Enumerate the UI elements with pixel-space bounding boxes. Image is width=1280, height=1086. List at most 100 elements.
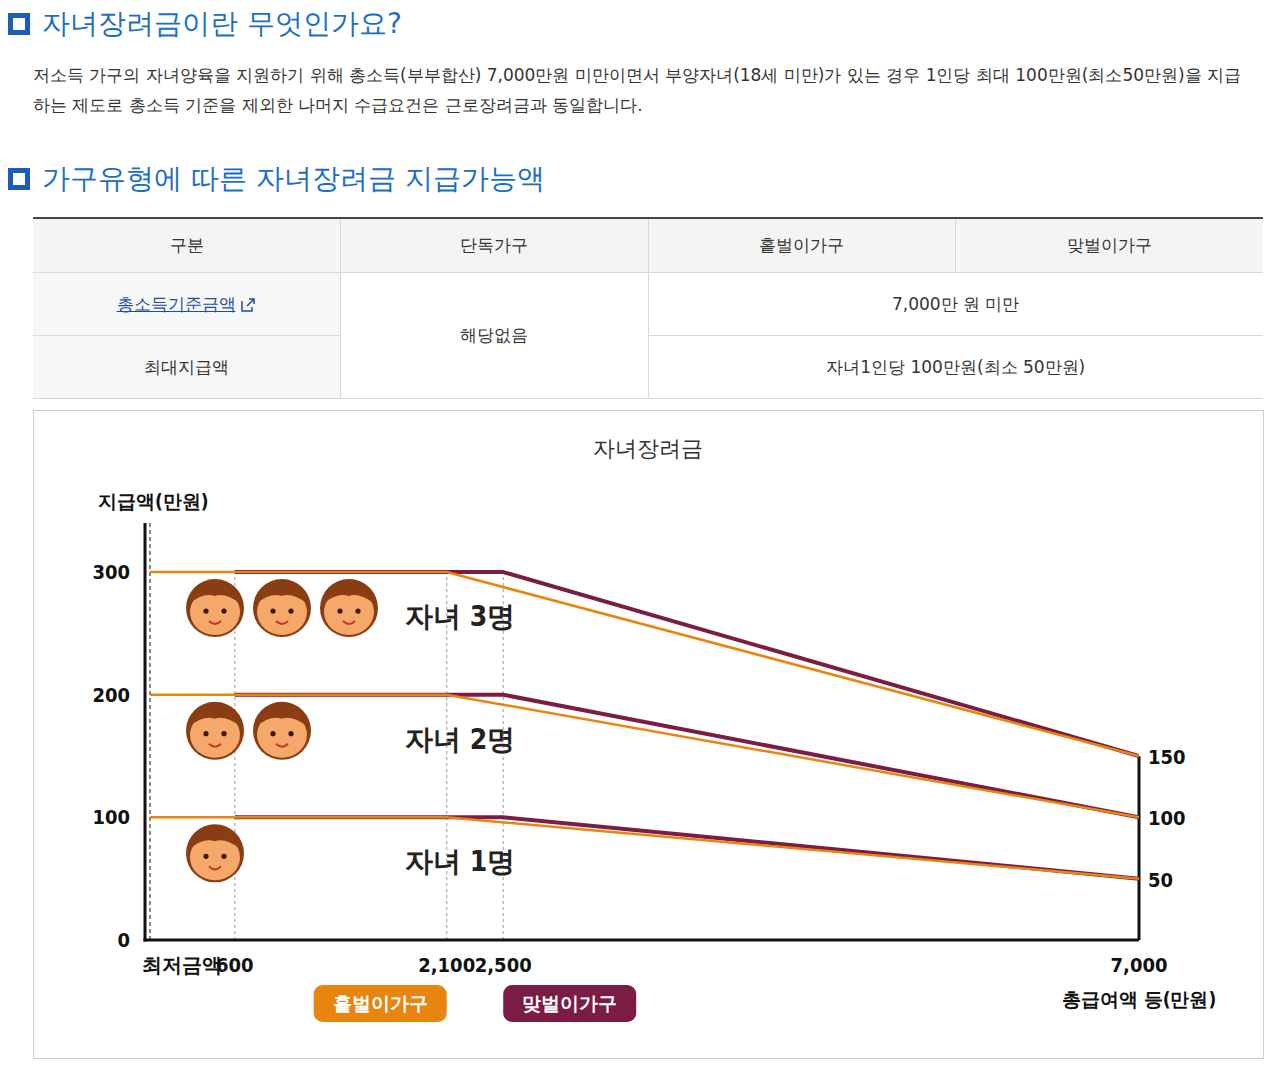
header-cell: 단독가구 <box>341 218 649 273</box>
end-label: 50 <box>1148 868 1173 892</box>
x-axis-title: 총급여액 등(만원) <box>1062 988 1217 1010</box>
mouth <box>276 744 288 747</box>
eye <box>288 731 293 736</box>
eye <box>288 608 293 613</box>
hair <box>320 579 378 637</box>
child-face <box>186 824 244 882</box>
eye <box>221 608 226 613</box>
x-tick-label: 2,500 <box>475 953 532 977</box>
icon-part <box>247 299 254 306</box>
row-label: 최대지급액 <box>33 336 341 399</box>
x-tick-label: 7,000 <box>1111 953 1168 977</box>
badge-box <box>503 985 636 1022</box>
hair <box>253 702 311 760</box>
single-cell: 해당없음 <box>341 273 649 399</box>
y-axis <box>144 523 147 942</box>
header-row: 구분단독가구홑벌이가구맞벌이가구 <box>33 218 1263 273</box>
eye <box>270 608 275 613</box>
series-line <box>235 572 1139 756</box>
eye <box>221 854 226 859</box>
x-tick-label: 600 <box>216 953 254 977</box>
series-line <box>235 695 1139 818</box>
child-face <box>320 579 378 637</box>
child-face <box>186 579 244 637</box>
value-cell: 7,000만 원 미만 <box>648 273 1263 336</box>
x-tick-label: 2,100 <box>418 953 475 977</box>
hair-top <box>189 711 241 727</box>
hair-top <box>256 588 308 604</box>
table: 구분단독가구홑벌이가구맞벌이가구총소득기준금액해당없음7,000만 원 미만최대… <box>33 217 1263 399</box>
grid-line <box>149 523 151 940</box>
y-axis-title: 지급액(만원) <box>98 490 209 512</box>
y-tick-label: 300 <box>92 560 130 584</box>
hair-top <box>256 711 308 727</box>
table-row: 최대지급액 자녀1인당 100만원(최소 50만원) <box>33 336 1263 399</box>
eye <box>203 854 208 859</box>
plot-area <box>150 572 1139 879</box>
legend-label: 홑벌이가구 <box>333 992 428 1014</box>
header-cell: 맞벌이가구 <box>956 218 1264 273</box>
heading-icon <box>8 13 30 35</box>
x-axis <box>144 939 1140 942</box>
hair <box>186 824 244 882</box>
y-tick-label: 200 <box>92 683 130 707</box>
badge-box <box>314 985 447 1022</box>
skin <box>257 589 307 635</box>
eye <box>203 608 208 613</box>
child-face <box>253 702 311 760</box>
group-label: 자녀 3명 <box>405 600 515 633</box>
mouth <box>343 621 355 624</box>
grid-line <box>1138 756 1141 940</box>
chart-title: 자녀장려금 <box>593 436 703 461</box>
row-label: 총소득기준금액 <box>33 273 341 336</box>
skin <box>190 834 240 880</box>
x-tick-label: 최저금액 <box>142 953 222 977</box>
value-cell: 자녀1인당 100만원(최소 50만원) <box>648 336 1263 399</box>
table-row: 총소득기준금액해당없음7,000만 원 미만 <box>33 273 1263 336</box>
table-head: 구분단독가구홑벌이가구맞벌이가구 <box>33 218 1263 273</box>
child-face <box>253 579 311 637</box>
section-heading: 자녀장려금이란 무엇인가요? <box>8 5 402 43</box>
eye <box>221 731 226 736</box>
link[interactable]: 총소득기준금액 <box>117 294 236 314</box>
series-line <box>235 817 1139 878</box>
mouth <box>209 621 221 624</box>
mouth <box>276 621 288 624</box>
skin <box>190 712 240 758</box>
table-body: 총소득기준금액해당없음7,000만 원 미만최대지급액자녀1인당 100만원(최… <box>33 273 1263 399</box>
legend-badge: 홑벌이가구 <box>314 985 447 1022</box>
legend-label: 맞벌이가구 <box>522 992 617 1014</box>
eye <box>337 608 342 613</box>
hair-top <box>189 588 241 604</box>
mouth <box>209 866 221 869</box>
eye <box>203 731 208 736</box>
hair-top <box>323 588 375 604</box>
eye <box>270 731 275 736</box>
header-cell: 홑벌이가구 <box>648 218 956 273</box>
skin <box>257 712 307 758</box>
heading-text: 자녀장려금이란 무엇인가요? <box>42 5 402 43</box>
header-cell: 구분 <box>33 218 341 273</box>
hair-top <box>189 833 241 849</box>
end-label: 100 <box>1148 806 1186 830</box>
heading-icon <box>8 168 30 190</box>
legend-badge: 맞벌이가구 <box>503 985 636 1022</box>
skin <box>324 589 374 635</box>
skin <box>190 589 240 635</box>
paragraph: 저소득 가구의 자녀양육을 지원하기 위해 총소득(부부합산) 7,000만원 … <box>33 60 1248 120</box>
end-label: 150 <box>1148 745 1186 769</box>
chart: 자녀장려금지급액(만원) 0 100 200 300 최저금액600 2,1002,500 7… <box>0 0 1280 1086</box>
mouth <box>209 744 221 747</box>
child-face <box>186 702 244 760</box>
y-tick-label: 0 <box>117 928 130 952</box>
hair <box>253 579 311 637</box>
eye <box>355 608 360 613</box>
group-label: 자녀 1명 <box>405 845 515 878</box>
y-tick-label: 100 <box>92 805 130 829</box>
section-heading: 가구유형에 따른 자녀장려금 지급가능액 <box>8 160 545 198</box>
external-icon <box>239 296 257 314</box>
hair <box>186 702 244 760</box>
group-label: 자녀 2명 <box>405 723 515 756</box>
heading-text: 가구유형에 따른 자녀장려금 지급가능액 <box>42 160 545 198</box>
hair <box>186 579 244 637</box>
